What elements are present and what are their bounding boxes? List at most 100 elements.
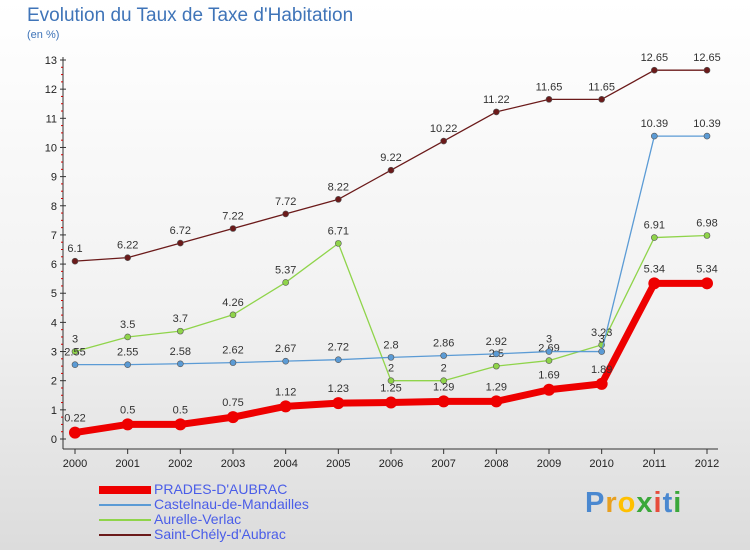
data-label: 5.37	[275, 264, 296, 276]
data-label: 3.5	[120, 319, 135, 331]
data-label: 3	[546, 334, 552, 346]
chart-title: Evolution du Taux de Taxe d'Habitation	[27, 5, 354, 26]
data-label: 2.67	[275, 343, 296, 355]
data-point	[71, 257, 79, 265]
x-tick-label: 2002	[168, 458, 192, 470]
data-point	[598, 96, 605, 103]
data-point	[227, 411, 239, 424]
data-label: 1.12	[275, 386, 296, 398]
y-tick-label: 4	[51, 317, 57, 329]
data-label: 11.22	[483, 94, 510, 106]
data-label: 1.23	[328, 383, 349, 395]
data-point	[490, 395, 503, 408]
legend-label: Aurelle-Verlac	[154, 511, 242, 527]
data-point	[598, 348, 605, 355]
y-tick-label: 5	[51, 288, 57, 300]
data-label: 2.55	[117, 347, 138, 359]
data-point	[332, 397, 345, 410]
data-point	[69, 426, 81, 439]
data-point	[279, 400, 292, 413]
data-label: 0.22	[64, 413, 85, 425]
data-label: 4.26	[222, 297, 243, 309]
data-point	[282, 210, 289, 218]
data-point	[71, 361, 79, 368]
legend-swatch	[99, 518, 151, 521]
y-tick-label: 10	[45, 142, 57, 154]
x-tick-label: 2011	[643, 458, 667, 470]
data-point	[124, 333, 131, 341]
data-point	[229, 225, 237, 232]
data-label: 6.1	[67, 243, 82, 255]
data-point	[335, 196, 342, 203]
y-tick-label: 11	[46, 113, 57, 125]
legend-swatch	[99, 485, 151, 494]
data-point	[124, 254, 131, 261]
data-point	[493, 108, 500, 116]
data-point	[124, 361, 131, 368]
x-tick-label: 2001	[115, 458, 139, 470]
data-point	[440, 377, 447, 384]
data-label: 2.55	[64, 347, 85, 359]
y-tick-label: 0	[51, 434, 57, 446]
data-label: 11.65	[536, 81, 563, 93]
data-label: 2	[388, 363, 394, 375]
data-point	[335, 240, 342, 247]
data-point	[545, 96, 553, 103]
data-label: 10.39	[641, 118, 669, 130]
data-label: 10.39	[693, 118, 721, 130]
data-label: 6.98	[696, 218, 717, 230]
data-label: 3	[599, 334, 605, 346]
data-point	[385, 396, 397, 409]
data-label: 2.58	[170, 346, 191, 358]
data-label: 6.22	[117, 240, 138, 252]
data-label: 9.22	[380, 152, 401, 164]
data-label: 6.72	[170, 225, 191, 237]
x-tick-label: 2006	[379, 458, 403, 470]
data-label: 3.7	[173, 313, 188, 325]
legend-swatch	[99, 533, 151, 536]
data-label: 6.71	[328, 225, 349, 237]
x-tick-label: 2003	[221, 458, 245, 470]
y-tick-label: 8	[51, 201, 57, 213]
data-label: 1.29	[433, 381, 454, 393]
data-point	[595, 377, 608, 390]
legend-swatch	[99, 503, 151, 506]
legend-label: Castelnau-de-Mandailles	[154, 496, 309, 512]
x-tick-label: 2005	[326, 458, 350, 470]
data-point	[701, 277, 713, 290]
data-label: 1.25	[380, 383, 401, 395]
brand-letter: i	[653, 487, 663, 519]
data-label: 1.89	[591, 364, 612, 376]
data-label: 0.5	[173, 404, 188, 416]
brand-letter: i	[673, 487, 683, 519]
y-tick-label: 1	[51, 405, 57, 417]
data-label: 10.22	[430, 123, 458, 135]
data-label: 11.65	[588, 81, 615, 93]
data-point	[177, 360, 184, 368]
brand-logo: Proxiti	[585, 487, 682, 520]
data-label: 5.34	[696, 263, 717, 275]
data-point	[440, 137, 447, 145]
y-tick-label: 6	[51, 259, 57, 271]
data-point	[440, 352, 447, 359]
brand-letter: t	[662, 487, 674, 519]
data-point	[387, 354, 395, 361]
x-tick-label: 2004	[273, 458, 297, 470]
legend-label: Saint-Chély-d'Aubrac	[154, 526, 286, 542]
data-label: 1.69	[538, 370, 559, 382]
data-point	[651, 66, 658, 74]
y-tick-label: 2	[51, 376, 57, 388]
data-label: 0.5	[120, 404, 135, 416]
data-label: 5.34	[644, 263, 665, 275]
brand-letter: x	[636, 487, 654, 519]
data-point	[177, 327, 184, 335]
data-label: 6.91	[644, 220, 665, 232]
data-label: 2.8	[383, 339, 398, 351]
data-point	[121, 418, 134, 431]
data-point	[703, 232, 711, 239]
data-label: 12.65	[641, 52, 669, 64]
y-tick-label: 7	[51, 230, 57, 242]
y-axis-unit-label: (en %)	[27, 29, 60, 41]
